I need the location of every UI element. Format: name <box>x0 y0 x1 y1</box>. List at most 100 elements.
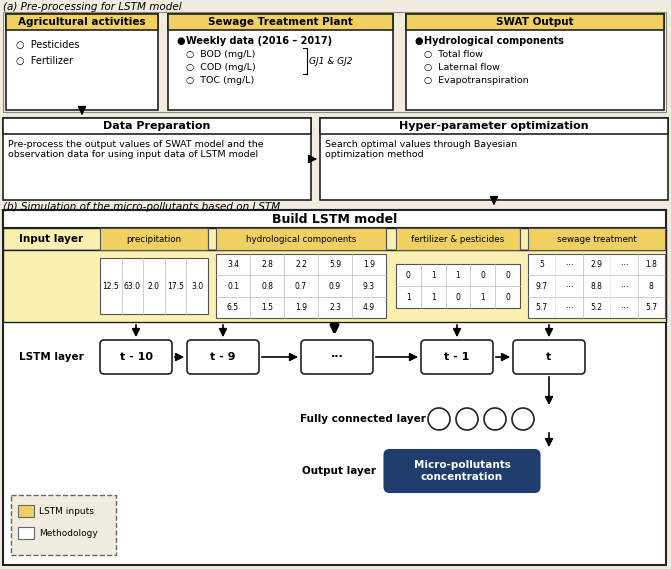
FancyBboxPatch shape <box>3 210 666 228</box>
Text: ⋯: ⋯ <box>565 303 573 312</box>
Circle shape <box>428 408 450 430</box>
FancyBboxPatch shape <box>406 14 664 110</box>
Text: ○  Pesticides: ○ Pesticides <box>16 40 79 50</box>
Text: 4.9: 4.9 <box>363 303 375 312</box>
Text: GJ1 & GJ2: GJ1 & GJ2 <box>309 56 352 65</box>
Text: ○  Fertilizer: ○ Fertilizer <box>16 56 73 66</box>
FancyBboxPatch shape <box>3 210 666 565</box>
Text: ···: ··· <box>331 352 344 362</box>
Text: 6.5: 6.5 <box>227 303 239 312</box>
Text: 9.7: 9.7 <box>535 282 548 291</box>
Text: 2.0: 2.0 <box>148 282 160 291</box>
Text: SWAT Output: SWAT Output <box>496 17 574 27</box>
Text: 0.1: 0.1 <box>227 282 239 291</box>
FancyBboxPatch shape <box>320 118 668 134</box>
Text: t - 1: t - 1 <box>444 352 470 362</box>
Text: ⋯: ⋯ <box>565 282 573 291</box>
Text: ●: ● <box>176 36 185 46</box>
Text: LSTM layer: LSTM layer <box>19 352 83 362</box>
Text: Output layer: Output layer <box>303 466 376 476</box>
Text: ⋯: ⋯ <box>620 260 627 269</box>
Text: 1: 1 <box>456 270 460 279</box>
Text: Search optimal values through Bayesian
optimization method: Search optimal values through Bayesian o… <box>325 140 517 159</box>
FancyBboxPatch shape <box>216 254 386 318</box>
Circle shape <box>484 408 506 430</box>
Text: 5.2: 5.2 <box>590 303 603 312</box>
Text: 9.3: 9.3 <box>363 282 375 291</box>
Text: 0: 0 <box>406 270 411 279</box>
Text: 5: 5 <box>539 260 544 269</box>
Text: 1.5: 1.5 <box>261 303 273 312</box>
FancyBboxPatch shape <box>384 450 539 492</box>
Text: Agricultural activities: Agricultural activities <box>18 17 146 27</box>
FancyBboxPatch shape <box>421 340 493 374</box>
Text: 8: 8 <box>649 282 654 291</box>
Text: ○  Evapotranspiration: ○ Evapotranspiration <box>424 76 529 85</box>
Circle shape <box>512 408 534 430</box>
FancyBboxPatch shape <box>513 340 585 374</box>
Text: 5.7: 5.7 <box>535 303 548 312</box>
Text: 1: 1 <box>431 270 435 279</box>
FancyBboxPatch shape <box>6 14 158 30</box>
Text: 0.9: 0.9 <box>329 282 341 291</box>
Text: 0.7: 0.7 <box>295 282 307 291</box>
Text: 17.5: 17.5 <box>167 282 184 291</box>
Text: ○  COD (mg/L): ○ COD (mg/L) <box>186 63 256 72</box>
Text: 63.0: 63.0 <box>124 282 141 291</box>
FancyBboxPatch shape <box>100 258 208 314</box>
Text: Fully connected layer: Fully connected layer <box>300 414 426 424</box>
FancyBboxPatch shape <box>216 228 386 250</box>
FancyBboxPatch shape <box>11 495 116 555</box>
Text: 1.9: 1.9 <box>363 260 375 269</box>
Text: fertilizer & pesticides: fertilizer & pesticides <box>411 234 505 244</box>
FancyBboxPatch shape <box>187 340 259 374</box>
FancyBboxPatch shape <box>528 254 665 318</box>
Text: ⋯: ⋯ <box>620 282 627 291</box>
Text: precipitation: precipitation <box>126 234 182 244</box>
Text: 1: 1 <box>480 292 485 302</box>
Text: 2.3: 2.3 <box>329 303 341 312</box>
Text: Hydrological components: Hydrological components <box>424 36 564 46</box>
Text: 1: 1 <box>406 292 411 302</box>
Text: 0: 0 <box>505 270 510 279</box>
FancyBboxPatch shape <box>396 228 520 250</box>
Text: sewage treatment: sewage treatment <box>557 234 636 244</box>
Text: ○  TOC (mg/L): ○ TOC (mg/L) <box>186 76 254 85</box>
Text: Build LSTM model: Build LSTM model <box>272 212 397 225</box>
Circle shape <box>456 408 478 430</box>
Text: ⋯: ⋯ <box>620 303 627 312</box>
FancyBboxPatch shape <box>18 505 34 517</box>
Text: t - 10: t - 10 <box>119 352 152 362</box>
Text: Sewage Treatment Plant: Sewage Treatment Plant <box>208 17 353 27</box>
Text: LSTM inputs: LSTM inputs <box>39 506 94 516</box>
Text: hydrological components: hydrological components <box>246 234 356 244</box>
FancyBboxPatch shape <box>6 14 158 110</box>
Text: t - 9: t - 9 <box>210 352 236 362</box>
Text: Input layer: Input layer <box>19 234 83 244</box>
Text: ○  Laternal flow: ○ Laternal flow <box>424 63 500 72</box>
Text: 0: 0 <box>505 292 510 302</box>
FancyBboxPatch shape <box>3 250 666 322</box>
FancyBboxPatch shape <box>3 12 666 112</box>
FancyBboxPatch shape <box>168 14 393 110</box>
FancyBboxPatch shape <box>528 228 665 250</box>
Text: ⋯: ⋯ <box>565 260 573 269</box>
Text: 1.8: 1.8 <box>646 260 657 269</box>
FancyBboxPatch shape <box>320 118 668 200</box>
Text: Methodology: Methodology <box>39 529 98 538</box>
Text: 1: 1 <box>431 292 435 302</box>
Text: 8.8: 8.8 <box>590 282 603 291</box>
FancyBboxPatch shape <box>3 228 666 250</box>
FancyBboxPatch shape <box>168 14 393 30</box>
Text: ○  Total flow: ○ Total flow <box>424 50 483 59</box>
Text: Data Preparation: Data Preparation <box>103 121 211 131</box>
Text: Pre-process the output values of SWAT model and the
observation data for using i: Pre-process the output values of SWAT mo… <box>8 140 264 159</box>
Text: 1.9: 1.9 <box>295 303 307 312</box>
Text: Micro-pollutants
concentration: Micro-pollutants concentration <box>413 460 511 482</box>
Text: 5.9: 5.9 <box>329 260 341 269</box>
Text: t: t <box>546 352 552 362</box>
FancyBboxPatch shape <box>100 340 172 374</box>
Text: 0: 0 <box>456 292 460 302</box>
FancyBboxPatch shape <box>396 264 520 308</box>
Text: 3.0: 3.0 <box>191 282 203 291</box>
